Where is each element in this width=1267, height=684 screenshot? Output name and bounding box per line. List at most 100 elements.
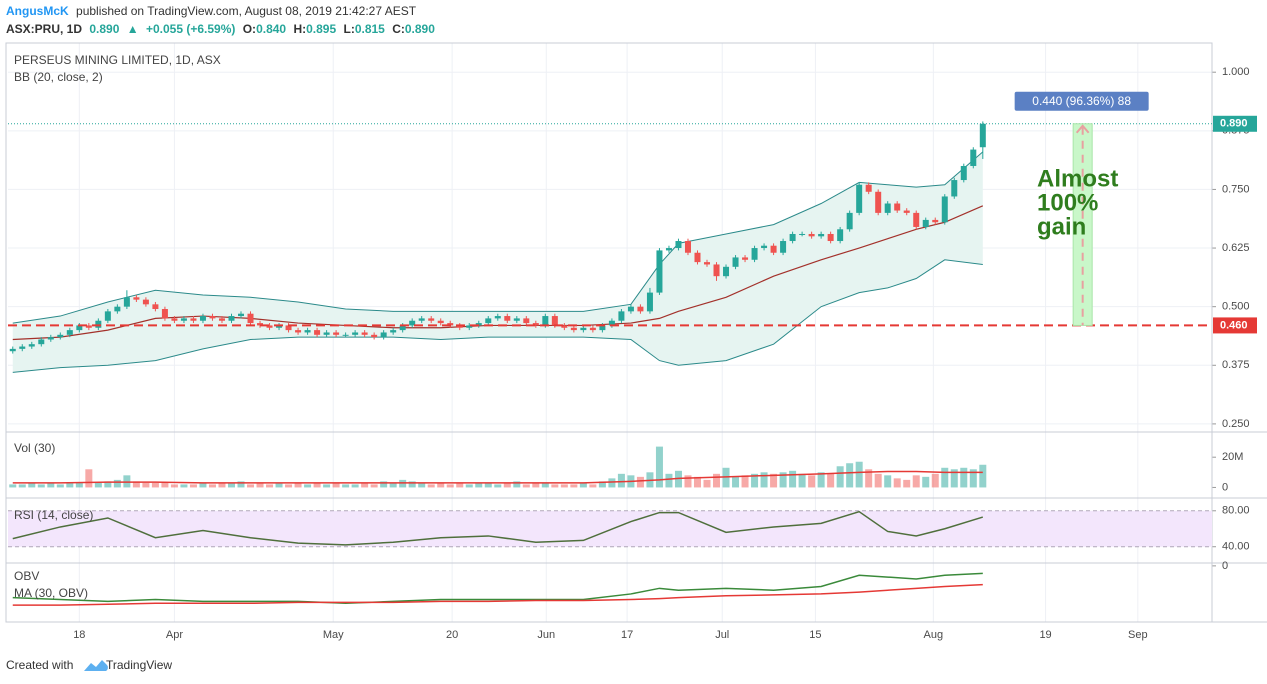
y-tick-label: 0.250: [1222, 418, 1250, 430]
volume-bar: [94, 482, 102, 488]
ohlc-key: H:: [293, 22, 306, 36]
tradingview-logo[interactable]: [84, 660, 108, 671]
candle-body: [466, 325, 473, 328]
candle-body: [551, 316, 558, 326]
y-tick-label: 1.000: [1222, 66, 1250, 78]
candle-body: [656, 250, 663, 293]
candle-body: [865, 184, 872, 192]
volume-bar: [313, 482, 321, 488]
y-tick-label: 0.625: [1222, 242, 1250, 254]
volume-bar: [427, 484, 435, 488]
candle-body: [28, 344, 35, 347]
candle-body: [361, 332, 368, 335]
volume-bar: [37, 484, 45, 488]
volume-bar: [180, 484, 188, 488]
footer-brand[interactable]: TradingView: [106, 658, 172, 672]
volume-bar: [161, 482, 169, 488]
symbol: ASX:PRU, 1D: [6, 22, 82, 36]
volume-bar: [836, 466, 844, 488]
ohlc-key: O:: [243, 22, 256, 36]
y-tick-label: 0.375: [1222, 359, 1250, 371]
volume-bar: [770, 473, 778, 488]
volume-bar: [636, 476, 644, 488]
volume-bar: [47, 482, 55, 488]
author[interactable]: AngusMcK: [6, 4, 69, 18]
volume-bar: [218, 482, 226, 488]
measure-label-box: [1014, 91, 1149, 111]
candle-body: [247, 313, 254, 324]
volume-bar: [56, 484, 64, 488]
ohlc-value: 0.815: [355, 22, 385, 36]
volume-bar: [275, 482, 283, 488]
last-price: 0.890: [89, 22, 119, 36]
candle-body: [409, 320, 416, 326]
volume-bar: [199, 482, 207, 488]
volume-bar: [361, 482, 369, 488]
candle-body: [218, 318, 225, 321]
level-price-box: [1213, 317, 1257, 334]
volume-bar: [665, 473, 673, 488]
candle-body: [970, 149, 977, 166]
candle-body: [608, 320, 615, 326]
obv-line: [12, 572, 983, 605]
candle-body: [276, 325, 283, 328]
candle-body: [314, 330, 321, 335]
candle-body: [846, 212, 853, 230]
volume-bar: [408, 481, 416, 488]
candle-body: [437, 320, 444, 324]
candle-body: [580, 327, 587, 331]
candle-body: [494, 316, 501, 319]
volume-bar: [247, 484, 255, 488]
y-tick-label: 0.750: [1222, 183, 1250, 195]
x-tick-label: Aug: [924, 629, 944, 641]
candle-body: [513, 318, 520, 321]
candle-body: [418, 318, 425, 321]
volume-bar: [494, 484, 502, 488]
ohlc-key: L:: [343, 22, 354, 36]
candle-body: [95, 320, 102, 328]
candle-body: [342, 334, 349, 336]
volume-bar: [332, 482, 340, 488]
ohlc-value: 0.840: [256, 22, 286, 36]
publish-info: published on TradingView.com, August 08,…: [76, 4, 417, 18]
candle-body: [399, 325, 406, 331]
candle-body: [295, 330, 302, 333]
price-legend: PERSEUS MINING LIMITED, 1D, ASX: [14, 53, 221, 67]
annotation: 100%: [1037, 189, 1098, 216]
candle-body: [38, 339, 45, 345]
volume-bar: [323, 484, 331, 488]
volume-bar: [741, 475, 749, 488]
volume-bar: [123, 475, 131, 488]
volume-bar: [304, 484, 312, 488]
candle-body: [456, 325, 463, 328]
volume-bar: [960, 467, 968, 488]
candle-body: [751, 248, 758, 260]
volume-bar: [922, 476, 930, 488]
candle-body: [561, 325, 568, 328]
candle-body: [684, 241, 691, 253]
candle-body: [57, 334, 64, 338]
obv-legend: OBV: [14, 569, 39, 583]
y-tick-label: 80.00: [1222, 505, 1250, 517]
volume-bar: [389, 482, 397, 488]
candle-body: [114, 306, 121, 312]
candle-body: [352, 332, 359, 335]
bb-upper: [12, 151, 984, 324]
volume-bar: [256, 482, 264, 488]
volume-bar: [779, 472, 787, 488]
candle-body: [742, 257, 749, 260]
last-price-label: 0.890: [1220, 118, 1248, 130]
volume-bar: [227, 482, 235, 488]
candle-body: [504, 316, 511, 321]
x-tick-label: Jul: [715, 629, 729, 641]
publish-line: AngusMcK published on TradingView.com, A…: [6, 4, 417, 18]
volume-bar: [931, 473, 939, 488]
volume-bar: [722, 467, 730, 488]
annotation: gain: [1037, 213, 1086, 240]
candle-body: [818, 233, 825, 237]
volume-bar: [437, 482, 445, 488]
volume-bar: [541, 482, 549, 488]
volume-bar: [28, 482, 36, 488]
candle-body: [589, 327, 596, 331]
bb-legend: BB (20, close, 2): [14, 70, 103, 84]
